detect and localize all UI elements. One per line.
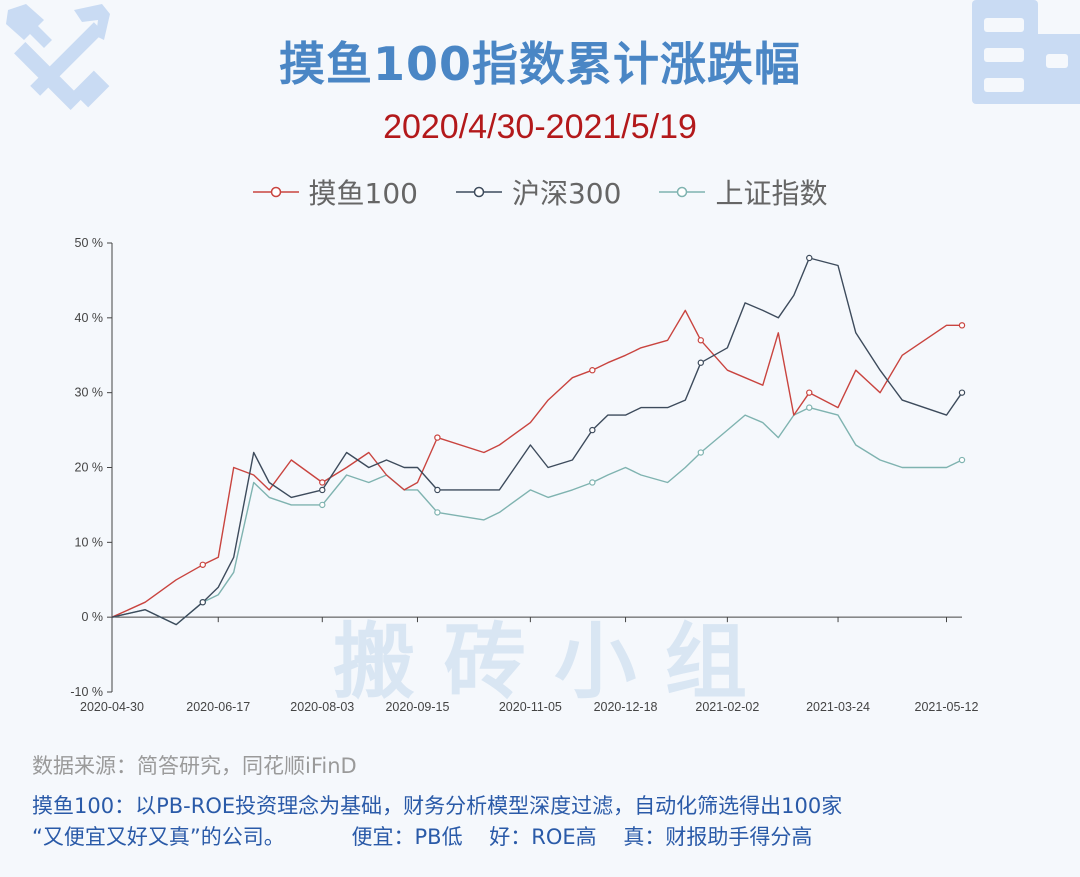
chart-title: 摸鱼100指数累计涨跌幅 (278, 37, 802, 91)
description-line-1: 摸鱼100：以PB-ROE投资理念为基础，财务分析模型深度过滤，自动化筛选得出1… (32, 794, 843, 818)
x-tick-label: 2020-06-17 (186, 700, 250, 714)
description-line-2: “又便宜又好又真”的公司。 便宜：PB低 好：ROE高 真：财报助手得分高 (32, 825, 813, 849)
y-tick-label: 50 % (75, 236, 104, 250)
x-tick-label: 2021-05-12 (915, 700, 979, 714)
data-point (697, 359, 705, 366)
y-tick-label: 40 % (75, 311, 104, 325)
y-tick-label: 20 % (75, 461, 104, 475)
data-point (199, 599, 206, 606)
data-point (958, 389, 966, 396)
data-point (589, 367, 596, 374)
axes: 50 % 40 % 30 % 20 % 10 % 0 % -10 %2020-04-30 20… (70, 236, 978, 714)
y-tick-label: -10 % (70, 685, 103, 699)
y-tick-label: 10 % (75, 535, 104, 549)
data-point (589, 479, 596, 486)
series-line (111, 406, 963, 626)
data-point (806, 404, 813, 411)
data-point (806, 389, 813, 396)
data-point (806, 254, 813, 262)
legend-item-moyu100[interactable]: 摸鱼100 (252, 172, 418, 212)
y-tick-label: 30 % (75, 386, 104, 400)
legend: 摸鱼100 沪深300 上证指数 (0, 172, 1080, 212)
data-point (958, 322, 966, 329)
series-layer (111, 254, 966, 626)
building-icon (972, 0, 1080, 104)
legend-label: 摸鱼100 (308, 177, 418, 210)
data-point (697, 337, 705, 344)
legend-label: 沪深300 (511, 177, 622, 210)
line-chart: 搬 砖 小 组 50 %40 %30 %20 %10 %0 %-10 %2020… (70, 236, 978, 714)
data-point (589, 426, 596, 434)
watermark: 搬 砖 小 组 (333, 615, 747, 710)
data-point (319, 486, 326, 494)
data-point (319, 479, 326, 486)
x-tick-label: 2020-12-18 (594, 700, 658, 714)
wrench-screwdriver-icon (6, 4, 110, 110)
x-tick-label: 2020-04-30 (80, 700, 144, 714)
data-point (958, 456, 966, 464)
series-line (111, 257, 963, 626)
data-point (199, 561, 206, 568)
data-point (434, 509, 441, 516)
x-tick-label: 2020-09-15 (385, 700, 449, 714)
series-moyu100 (111, 309, 966, 618)
legend-item-sse[interactable]: 上证指数 (659, 172, 827, 212)
legend-label: 上证指数 (715, 177, 828, 210)
legend-item-hs300[interactable]: 沪深300 (455, 172, 622, 212)
data-point (434, 434, 441, 441)
legend-marker-hs300 (455, 186, 502, 198)
data-point (697, 449, 705, 456)
series-hs300 (111, 254, 966, 626)
chart-subtitle: 2020/4/30-2021/5/19 (383, 108, 697, 146)
x-tick-label: 2020-08-03 (290, 700, 354, 714)
series-line (111, 309, 962, 618)
data-source: 数据来源：简答研究，同花顺iFinD (32, 754, 357, 778)
x-tick-label: 2020-11-05 (499, 700, 562, 714)
x-tick-label: 2021-03-24 (806, 700, 870, 714)
data-point (434, 486, 441, 494)
data-point (319, 501, 326, 509)
x-tick-label: 2021-02-02 (695, 700, 759, 714)
series-sse (111, 404, 966, 626)
legend-marker-moyu100 (252, 186, 299, 198)
y-tick-label: 0 % (81, 610, 103, 624)
legend-marker-sse (659, 186, 706, 198)
